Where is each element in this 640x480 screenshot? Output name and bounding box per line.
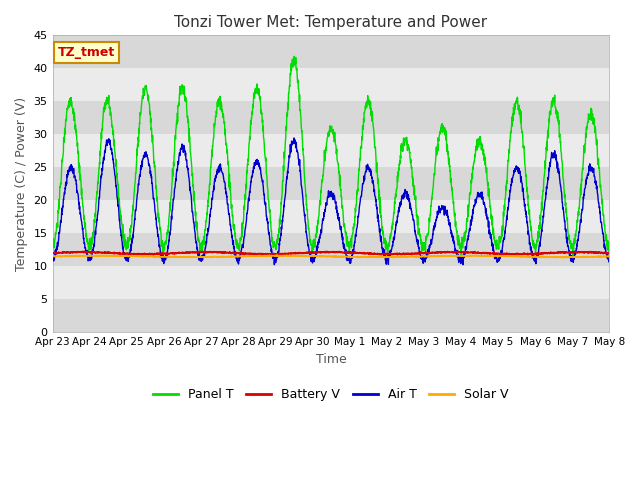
- Title: Tonzi Tower Met: Temperature and Power: Tonzi Tower Met: Temperature and Power: [174, 15, 488, 30]
- Legend: Panel T, Battery V, Air T, Solar V: Panel T, Battery V, Air T, Solar V: [148, 383, 514, 406]
- Text: TZ_tmet: TZ_tmet: [58, 46, 115, 59]
- Bar: [52, 168, 609, 200]
- Y-axis label: Temperature (C) / Power (V): Temperature (C) / Power (V): [15, 97, 28, 271]
- Bar: [52, 36, 609, 68]
- Bar: [52, 233, 609, 266]
- Bar: [52, 101, 609, 134]
- Bar: [52, 300, 609, 332]
- X-axis label: Time: Time: [316, 353, 346, 366]
